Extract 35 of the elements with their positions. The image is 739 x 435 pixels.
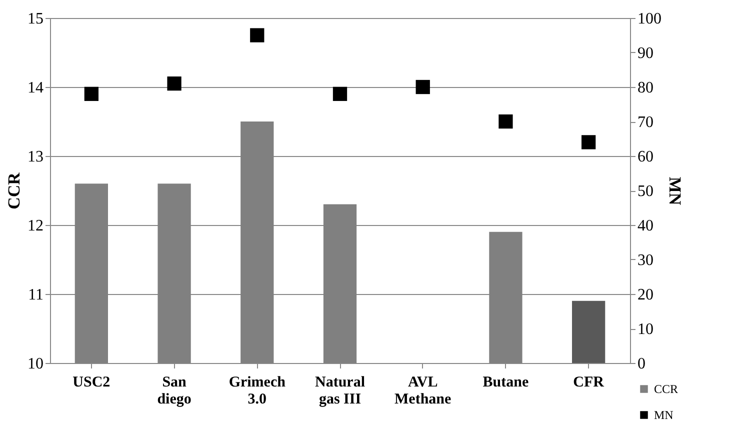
x-tick-label: Natural gas III xyxy=(315,374,365,408)
x-tick-label: CFR xyxy=(573,374,604,390)
point xyxy=(250,28,264,42)
y-tick-label: 13 xyxy=(28,148,44,166)
y-tick-label: 14 xyxy=(28,80,44,96)
y2-tick-label: 90 xyxy=(638,45,654,62)
y-tick-label: 11 xyxy=(28,286,44,304)
point xyxy=(167,76,182,91)
point xyxy=(84,86,98,101)
y2-tick-label: 70 xyxy=(638,114,654,131)
y2-tick-label: 80 xyxy=(638,80,654,96)
y2-tick-label: 10 xyxy=(638,321,654,338)
y2-tick-label: 30 xyxy=(638,252,654,269)
point xyxy=(416,80,430,94)
y-tick-label: 12 xyxy=(28,218,44,234)
legend-label: MN xyxy=(654,408,674,422)
y2-tick-label: 50 xyxy=(638,183,654,200)
point xyxy=(332,86,348,101)
x-tick-label: Butane xyxy=(482,374,529,390)
y-tick-label: 15 xyxy=(28,10,44,28)
y-axis-title: CCR xyxy=(4,172,24,210)
x-tick-label: San diego xyxy=(157,374,192,408)
y2-tick-label: 60 xyxy=(638,148,654,166)
y2-axis-title: MN xyxy=(666,176,684,206)
point xyxy=(498,114,513,129)
y2-tick-label: 40 xyxy=(638,218,654,234)
x-tick-label: USC2 xyxy=(72,374,110,390)
y2-tick-label: 20 xyxy=(638,286,654,304)
x-tick-label: AVL Methane xyxy=(394,374,452,408)
point xyxy=(582,135,596,150)
x-tick-label: Grimech 3.0 xyxy=(228,374,286,408)
y2-tick-label: 0 xyxy=(638,356,646,372)
y-tick-label: 10 xyxy=(28,356,44,372)
y2-tick-label: 100 xyxy=(638,10,662,28)
legend-label: CCR xyxy=(654,382,678,396)
